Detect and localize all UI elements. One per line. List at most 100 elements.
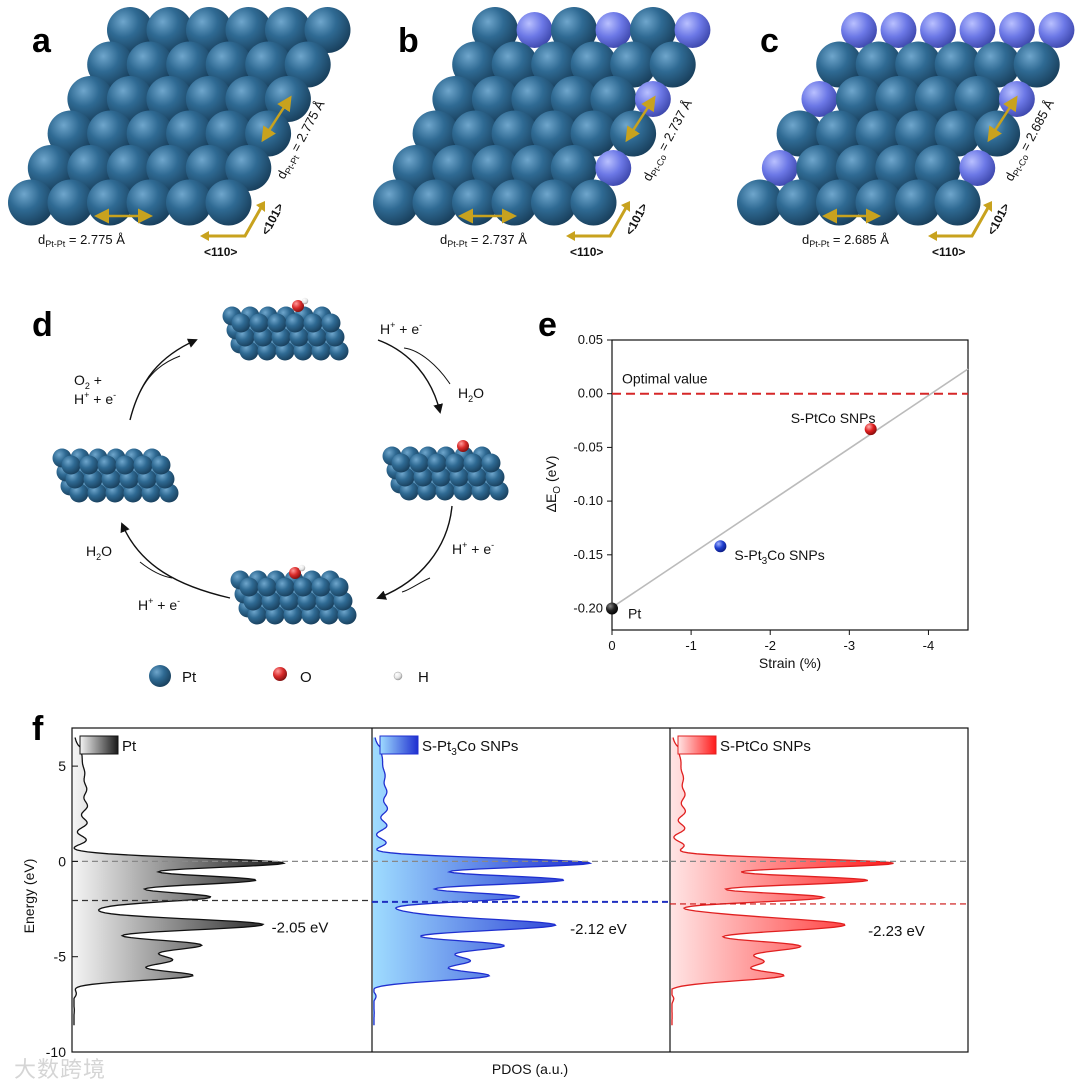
pdos-line-1: [373, 737, 593, 1026]
pt-atom: [432, 76, 479, 122]
pt-atom: [166, 179, 212, 226]
slab-o-atom: [289, 567, 301, 579]
pdos-line-2: [671, 737, 894, 1026]
pt-atom: [776, 110, 823, 157]
slab-pt-atom: [481, 453, 501, 473]
panel-c-dptpt-label: dPt-Pt = 2.685 Å: [802, 232, 889, 249]
pt-atom: [570, 110, 617, 157]
step-top-left-line1: O2 +: [74, 372, 102, 391]
pt-atom: [471, 76, 518, 122]
pt-atom: [531, 110, 578, 157]
pt-atom: [146, 145, 193, 191]
optimal-value-label: Optimal value: [622, 371, 708, 387]
slab-pt-atom: [231, 313, 251, 333]
f-y-tick-label: -5: [54, 949, 67, 965]
panel-b-lattice: [373, 7, 711, 226]
legend-h-marker: [393, 671, 403, 681]
slab-pt-atom: [133, 455, 153, 475]
pt-atom: [934, 110, 981, 157]
y-tick-label: -0.05: [573, 439, 603, 454]
d-band-center-label-2: -2.23 eV: [868, 923, 925, 940]
x-tick-label: 0: [608, 638, 615, 653]
pt-atom: [205, 41, 252, 88]
legend-swatch-2: [677, 735, 717, 755]
co-atom: [841, 12, 877, 48]
pt-atom: [166, 41, 213, 88]
slab-pt-atom: [293, 577, 313, 597]
pt-atom: [185, 76, 232, 122]
co-atom: [959, 12, 996, 48]
pt-atom: [284, 41, 331, 88]
y-tick-label: 0.00: [578, 386, 603, 401]
f-y-tick-label: 5: [58, 758, 66, 774]
pt-atom: [511, 145, 558, 191]
point-label-1: S-Pt3Co SNPs: [734, 547, 824, 567]
slab-pt-atom: [267, 313, 287, 333]
pt-atom: [304, 7, 351, 53]
panel-f-label: f: [32, 710, 44, 748]
pt-atom: [776, 179, 823, 226]
pt-atom: [855, 179, 902, 226]
slab-pt-atom: [61, 455, 81, 475]
co-atom: [674, 12, 711, 48]
slab-pt-atom: [115, 455, 135, 475]
co-atom: [998, 81, 1035, 117]
y-tick-label: -0.15: [573, 547, 603, 562]
panel-d-slabs: [52, 297, 509, 625]
panel-d-legend: Pt O H: [149, 665, 429, 687]
slab-pt-atom: [97, 455, 117, 475]
slab-pt-atom: [391, 453, 411, 473]
pt-atom: [126, 41, 173, 88]
pt-atom: [245, 41, 292, 88]
panel-e-frame: [611, 339, 969, 631]
pt-atom: [590, 76, 637, 122]
pt-atom: [550, 76, 597, 122]
co-atom: [920, 12, 956, 48]
panel-b-dptpt-label: dPt-Pt = 2.737 Å: [440, 232, 527, 249]
pt-atom: [412, 110, 459, 157]
panel-a-dptpt-label: dPt-Pt = 2.775 Å: [38, 232, 125, 249]
legend-o-marker: [273, 667, 287, 681]
pdos-area-0: [73, 737, 284, 1026]
slab-pt-atom: [321, 313, 341, 333]
pt-atom: [185, 145, 232, 191]
co-atom: [761, 150, 798, 186]
panel-e-axes: 0 -1 -2 -3 -4 0.05 0.00 -0.05 -0.10 -0.15 -0.20: [573, 332, 934, 653]
co-atom: [516, 12, 553, 48]
pt-atom: [87, 110, 134, 157]
slab-pt-atom: [445, 453, 465, 473]
pt-atom: [855, 41, 902, 88]
panel-e-xlabel: Strain (%): [759, 655, 821, 671]
panel-f-xlabel: PDOS (a.u.): [492, 1061, 568, 1077]
pt-atom: [225, 145, 272, 191]
pt-atom: [107, 7, 153, 53]
pt-atom: [551, 7, 597, 53]
co-atom: [801, 81, 838, 117]
co-atom: [595, 12, 632, 48]
pt-atom: [205, 179, 252, 226]
pt-atom: [895, 41, 942, 88]
pt-atom: [649, 41, 696, 88]
panel-e-ylabel: ΔEO (eV): [543, 456, 563, 513]
panel-f-ylabel: Energy (eV): [21, 859, 37, 934]
pt-atom: [8, 179, 54, 226]
pt-atom: [87, 41, 134, 88]
legend-label-0: Pt: [122, 738, 137, 755]
panel-a-label: a: [32, 22, 52, 60]
pt-atom: [610, 41, 657, 88]
point-1: [714, 540, 727, 553]
panel-d-arrows: [120, 338, 453, 600]
pt-atom: [491, 179, 538, 226]
slab-pt-atom: [249, 313, 269, 333]
panel-e-chart: 0 -1 -2 -3 -4 0.05 0.00 -0.05 -0.10 -0.15 -0.20 Op…: [543, 332, 969, 671]
x-tick-label: -1: [685, 638, 697, 653]
watermark: 大数跨境: [14, 1058, 107, 1083]
pt-atom: [412, 179, 459, 226]
pt-atom: [186, 7, 232, 53]
slab-pt-atom: [311, 577, 331, 597]
pt-atom: [146, 76, 193, 122]
panel-e-label: e: [538, 306, 557, 344]
pt-atom: [610, 110, 657, 157]
co-atom: [999, 12, 1035, 48]
pt-atom: [895, 179, 941, 226]
